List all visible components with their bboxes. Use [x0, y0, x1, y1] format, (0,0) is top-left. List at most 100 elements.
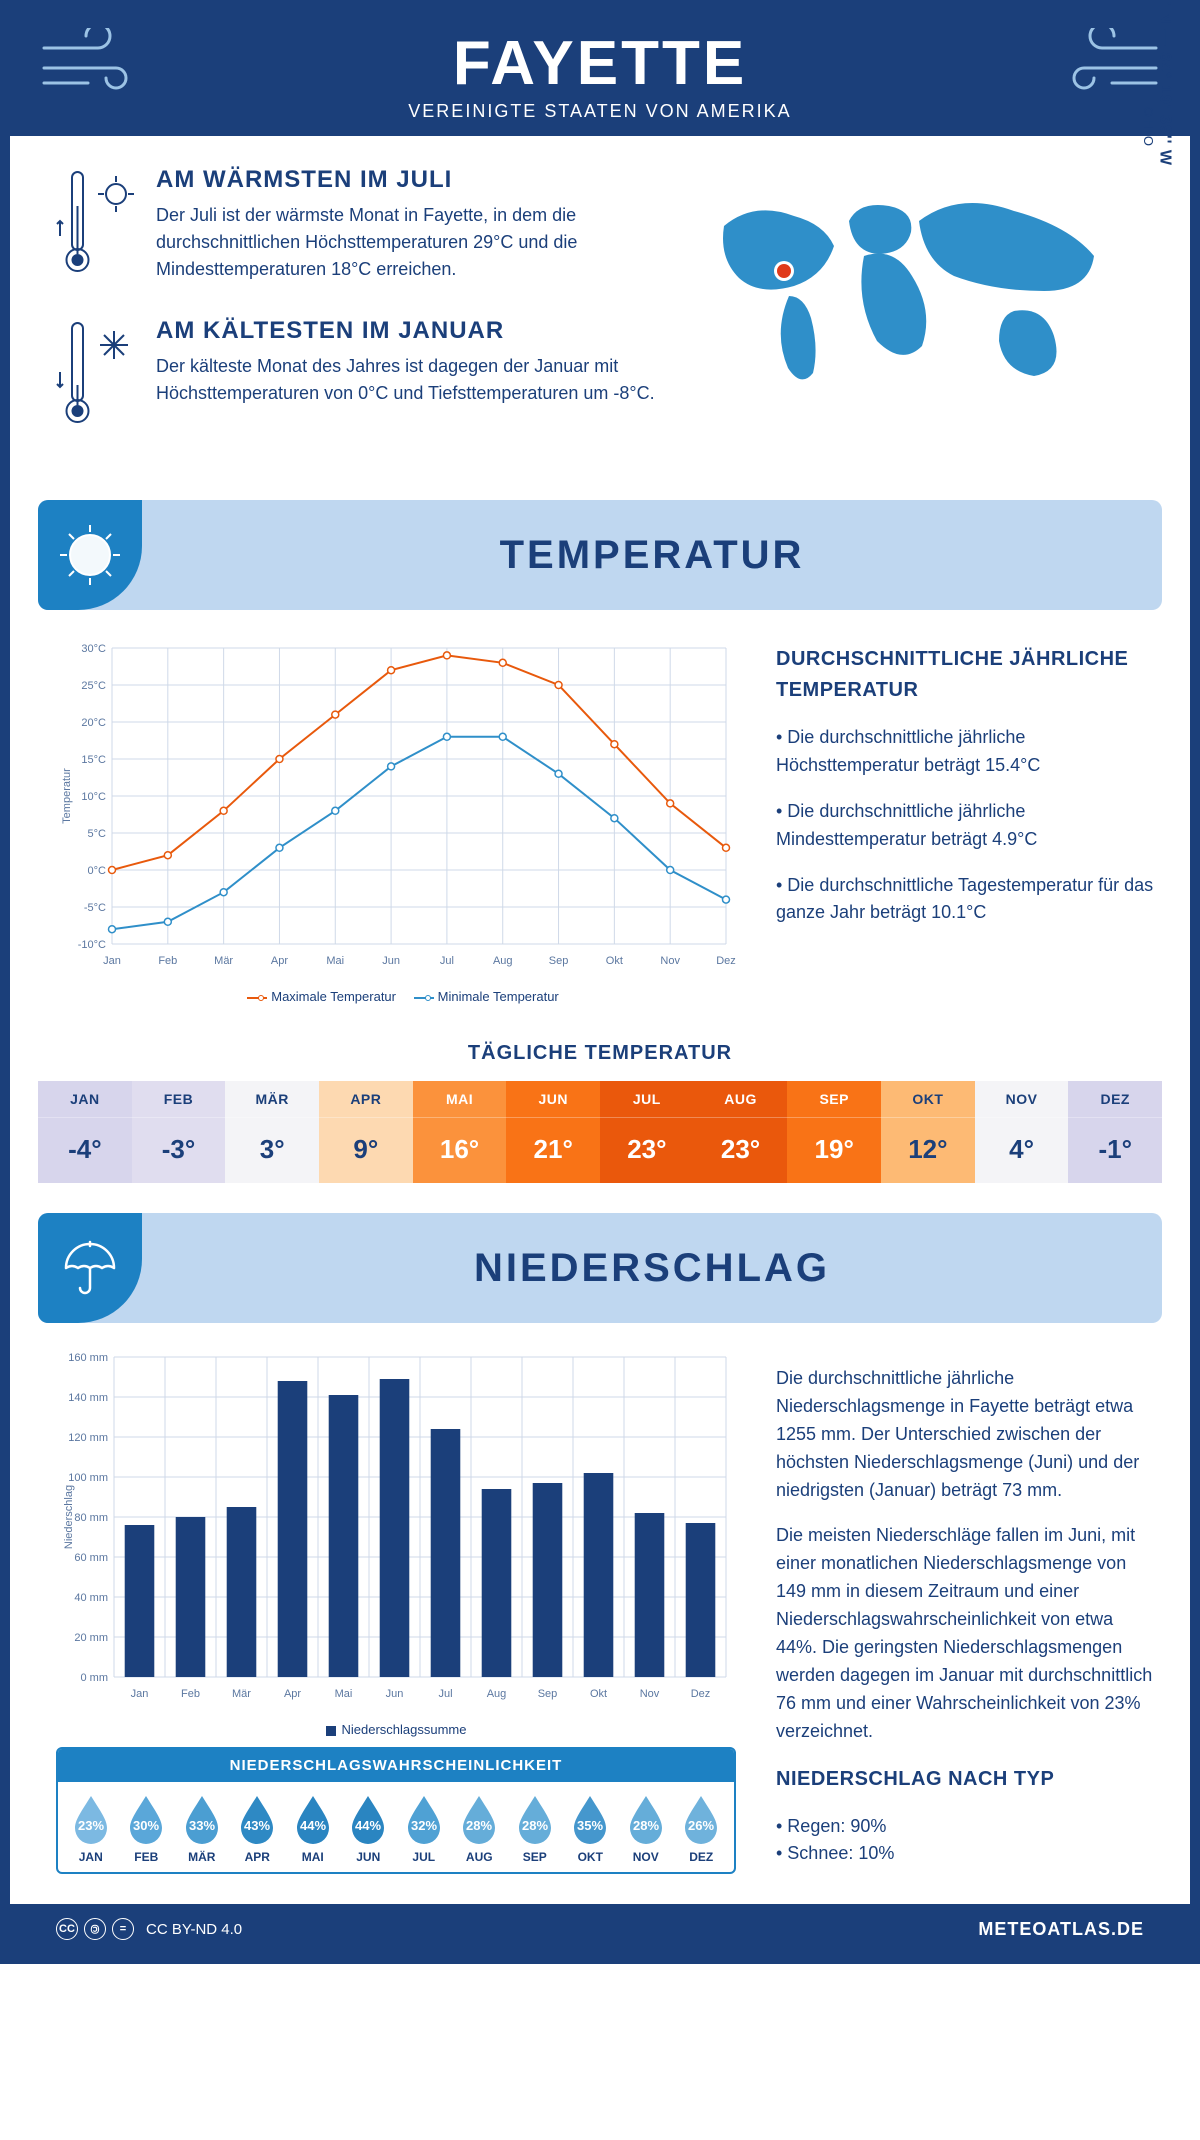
raindrop-icon: 33%: [180, 1792, 224, 1844]
intro: AM WÄRMSTEN IM JULI Der Juli ist der wär…: [10, 136, 1190, 480]
raindrop-icon: 44%: [291, 1792, 335, 1844]
svg-text:20 mm: 20 mm: [74, 1632, 108, 1644]
svg-text:10°C: 10°C: [81, 791, 106, 803]
svg-text:30°C: 30°C: [81, 643, 106, 655]
wind-icon: [1052, 28, 1162, 98]
daily-tile: JAN-4°: [38, 1081, 132, 1183]
daily-tile: MAI16°: [413, 1081, 507, 1183]
svg-text:Aug: Aug: [487, 1688, 507, 1700]
svg-text:Okt: Okt: [606, 955, 623, 967]
precip-section-head: NIEDERSCHLAG: [38, 1213, 1162, 1323]
svg-text:26%: 26%: [688, 1818, 714, 1833]
raindrop-icon: 23%: [69, 1792, 113, 1844]
daily-tile: APR9°: [319, 1081, 413, 1183]
sun-icon: [57, 522, 123, 588]
svg-text:Mai: Mai: [326, 955, 344, 967]
drop-item: 32%JUL: [396, 1792, 452, 1864]
precip-bar-chart: 0 mm20 mm40 mm60 mm80 mm100 mm120 mm140 …: [56, 1347, 736, 1707]
daily-tile: SEP19°: [787, 1081, 881, 1183]
raindrop-icon: 43%: [235, 1792, 279, 1844]
raindrop-icon: 30%: [124, 1792, 168, 1844]
svg-text:Okt: Okt: [590, 1688, 607, 1700]
daily-tile: JUL23°: [600, 1081, 694, 1183]
raindrop-icon: 28%: [513, 1792, 557, 1844]
svg-text:120 mm: 120 mm: [68, 1432, 108, 1444]
daily-tile: FEB-3°: [132, 1081, 226, 1183]
precip-legend: Niederschlagssumme: [56, 1722, 736, 1737]
warmest-block: AM WÄRMSTEN IM JULI Der Juli ist der wär…: [56, 166, 664, 291]
avg-temp-text: DURCHSCHNITTLICHE JÄHRLICHE TEMPERATUR •…: [776, 634, 1156, 1004]
temp-title: TEMPERATUR: [142, 533, 1162, 578]
svg-text:Temperatur: Temperatur: [61, 768, 73, 824]
svg-text:Dez: Dez: [691, 1688, 711, 1700]
drop-item: 28%AUG: [452, 1792, 508, 1864]
probability-title: NIEDERSCHLAGSWAHRSCHEINLICHKEIT: [58, 1749, 734, 1782]
svg-text:60 mm: 60 mm: [74, 1552, 108, 1564]
svg-text:40 mm: 40 mm: [74, 1592, 108, 1604]
drop-item: 43%APR: [230, 1792, 286, 1864]
daily-tile: DEZ-1°: [1068, 1081, 1162, 1183]
svg-text:Jan: Jan: [103, 955, 121, 967]
wind-icon: [38, 28, 148, 98]
svg-text:140 mm: 140 mm: [68, 1392, 108, 1404]
svg-text:Aug: Aug: [493, 955, 513, 967]
raindrop-icon: 35%: [568, 1792, 612, 1844]
svg-text:23%: 23%: [78, 1818, 104, 1833]
drop-item: 44%JUN: [341, 1792, 397, 1864]
region-label: OHIO: [1141, 107, 1156, 148]
svg-text:Mär: Mär: [232, 1688, 251, 1700]
nd-icon: =: [112, 1918, 134, 1940]
daily-tile: MÄR3°: [225, 1081, 319, 1183]
drop-item: 30%FEB: [119, 1792, 175, 1864]
svg-text:Jul: Jul: [440, 955, 454, 967]
daily-tile: JUN21°: [506, 1081, 600, 1183]
svg-text:Jul: Jul: [438, 1688, 452, 1700]
raindrop-icon: 26%: [679, 1792, 723, 1844]
by-icon: 🄯: [84, 1918, 106, 1940]
svg-text:Feb: Feb: [181, 1688, 200, 1700]
daily-temp-title: TÄGLICHE TEMPERATUR: [10, 1042, 1190, 1065]
subtitle: VEREINIGTE STAATEN VON AMERIKA: [10, 101, 1190, 122]
thermometer-warm-icon: [56, 166, 142, 286]
page-title: FAYETTE: [10, 28, 1190, 99]
svg-text:28%: 28%: [633, 1818, 659, 1833]
svg-text:Jan: Jan: [131, 1688, 149, 1700]
svg-text:0°C: 0°C: [88, 865, 107, 877]
world-map: OHIO 41° 40' 24'' N — 84° 19' 39'' W: [694, 166, 1144, 468]
svg-text:30%: 30%: [133, 1818, 159, 1833]
svg-text:Mai: Mai: [335, 1688, 353, 1700]
svg-text:Sep: Sep: [538, 1688, 558, 1700]
svg-text:-10°C: -10°C: [78, 939, 106, 951]
svg-text:5°C: 5°C: [88, 828, 107, 840]
svg-text:32%: 32%: [411, 1818, 437, 1833]
license-label: CC BY-ND 4.0: [146, 1921, 242, 1938]
thermometer-cold-icon: [56, 317, 142, 437]
daily-tile: OKT12°: [881, 1081, 975, 1183]
temp-line-chart: -10°C-5°C0°C5°C10°C15°C20°C25°C30°CJanFe…: [56, 634, 736, 974]
drop-item: 33%MÄR: [174, 1792, 230, 1864]
svg-text:-5°C: -5°C: [84, 902, 106, 914]
raindrop-icon: 28%: [624, 1792, 668, 1844]
svg-text:Jun: Jun: [382, 955, 400, 967]
brand-label: METEOATLAS.DE: [978, 1919, 1144, 1940]
drop-item: 35%OKT: [563, 1792, 619, 1864]
temp-legend: Maximale Temperatur Minimale Temperatur: [56, 989, 736, 1004]
svg-text:Nov: Nov: [660, 955, 680, 967]
svg-text:Jun: Jun: [386, 1688, 404, 1700]
svg-text:Apr: Apr: [284, 1688, 301, 1700]
svg-text:80 mm: 80 mm: [74, 1512, 108, 1524]
svg-text:33%: 33%: [189, 1818, 215, 1833]
svg-text:Nov: Nov: [640, 1688, 660, 1700]
svg-text:100 mm: 100 mm: [68, 1472, 108, 1484]
cold-text: Der kälteste Monat des Jahres ist dagege…: [156, 353, 664, 407]
svg-text:Sep: Sep: [549, 955, 569, 967]
svg-text:35%: 35%: [577, 1818, 603, 1833]
drop-item: 26%DEZ: [674, 1792, 730, 1864]
svg-text:28%: 28%: [522, 1818, 548, 1833]
warm-text: Der Juli ist der wärmste Monat in Fayett…: [156, 202, 664, 283]
svg-text:Niederschlag: Niederschlag: [63, 1485, 75, 1549]
svg-text:28%: 28%: [466, 1818, 492, 1833]
svg-text:20°C: 20°C: [81, 717, 106, 729]
precip-text: Die durchschnittliche jährliche Niedersc…: [776, 1347, 1156, 1874]
cc-icon: CC: [56, 1918, 78, 1940]
